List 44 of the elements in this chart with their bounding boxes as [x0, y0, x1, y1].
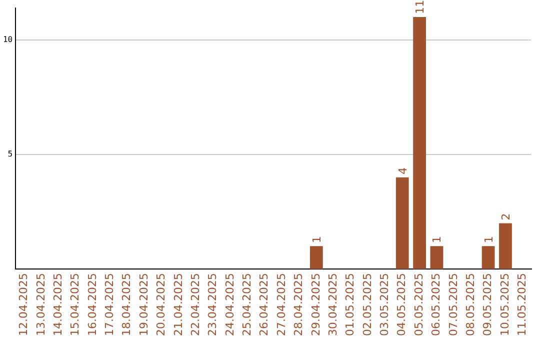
data-label: 1	[430, 236, 444, 244]
x-tick-label: 18.04.2025	[120, 273, 134, 336]
x-tick-label: 01.05.2025	[344, 273, 357, 336]
x-tick-label: 17.04.2025	[103, 273, 116, 336]
bar	[310, 246, 323, 270]
x-tick-label: 11.05.2025	[516, 273, 529, 336]
x-tick-label: 03.05.2025	[378, 273, 392, 336]
x-tick-label: 08.05.2025	[464, 273, 477, 336]
data-label: 2	[499, 213, 512, 220]
bar	[482, 246, 495, 270]
x-tick-label: 23.04.2025	[206, 273, 220, 336]
x-tick-label: 12.04.2025	[17, 273, 30, 336]
x-tick-label: 20.04.2025	[154, 273, 168, 336]
data-label: 4	[396, 167, 410, 174]
x-tick-label: 15.04.2025	[68, 273, 82, 336]
x-tick-label: 29.04.2025	[309, 273, 322, 336]
x-tick-label: 05.05.2025	[412, 273, 426, 336]
x-tick-label: 13.04.2025	[34, 273, 48, 336]
x-tick-label: 04.05.2025	[395, 273, 408, 336]
x-tick-label: 30.04.2025	[326, 273, 340, 336]
x-tick-label: 25.04.2025	[240, 273, 254, 336]
x-tick-label: 27.04.2025	[274, 273, 288, 336]
x-tick-label: 02.05.2025	[360, 273, 374, 336]
x-tick-label: 24.04.2025	[223, 273, 236, 336]
x-tick-label: 10.05.2025	[498, 273, 512, 336]
x-tick-label: 22.04.2025	[188, 273, 202, 336]
x-tick-label: 26.04.2025	[258, 273, 271, 336]
x-tick-label: 07.05.2025	[446, 273, 460, 336]
x-tick-label: 28.04.2025	[292, 273, 306, 336]
bar	[430, 246, 444, 270]
y-tick-label: 10	[2, 34, 13, 44]
x-tick-label: 19.04.2025	[137, 273, 150, 336]
bar	[413, 16, 426, 270]
bar	[499, 223, 512, 270]
data-label: 1	[482, 236, 496, 244]
x-tick-label: 21.04.2025	[172, 273, 185, 336]
x-tick-label: 14.04.2025	[51, 273, 64, 336]
data-label: 1	[310, 236, 324, 244]
y-tick-label: 5	[8, 150, 13, 159]
data-label: 11	[414, 0, 427, 14]
x-tick-label: 09.05.2025	[481, 273, 494, 336]
x-tick-label: 16.04.2025	[86, 273, 99, 336]
bar	[396, 177, 409, 270]
x-tick-label: 06.05.2025	[430, 273, 443, 336]
